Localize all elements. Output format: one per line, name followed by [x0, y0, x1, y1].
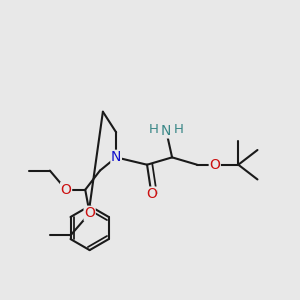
Text: H: H: [174, 123, 184, 136]
Text: O: O: [84, 206, 95, 220]
Text: N: N: [161, 124, 171, 138]
Text: H: H: [149, 123, 159, 136]
Text: N: N: [111, 150, 121, 164]
Text: O: O: [209, 158, 220, 172]
Text: O: O: [146, 187, 157, 201]
Text: O: O: [61, 183, 71, 197]
